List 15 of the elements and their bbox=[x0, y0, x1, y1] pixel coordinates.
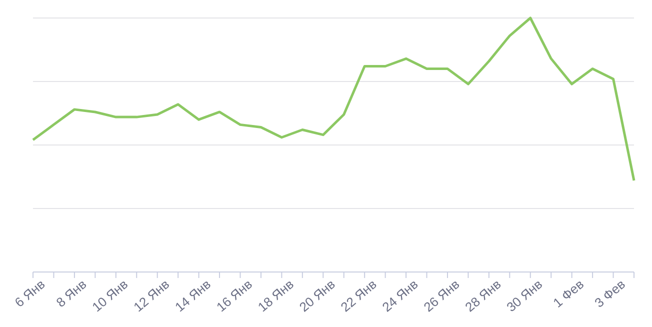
x-tick-label: 8 Янв bbox=[53, 276, 90, 310]
x-tick-label: 24 Янв bbox=[379, 276, 421, 315]
x-tick-label: 1 Фев bbox=[550, 276, 587, 310]
x-tick-label: 28 Янв bbox=[462, 276, 504, 315]
x-tick-label: 12 Янв bbox=[130, 276, 172, 315]
x-tick-label: 10 Янв bbox=[89, 276, 131, 315]
x-tick-label: 3 Фев bbox=[592, 276, 628, 310]
x-tick-label: 26 Янв bbox=[420, 276, 462, 315]
x-tick-label: 6 Янв bbox=[12, 276, 48, 310]
x-tick-label: 20 Янв bbox=[296, 276, 338, 315]
x-tick-label: 14 Янв bbox=[172, 276, 214, 315]
x-tick-label: 18 Янв bbox=[254, 276, 296, 315]
x-tick-label: 22 Янв bbox=[338, 276, 380, 315]
x-tick-label: 30 Янв bbox=[504, 276, 546, 315]
x-tick-label: 16 Янв bbox=[214, 276, 256, 315]
